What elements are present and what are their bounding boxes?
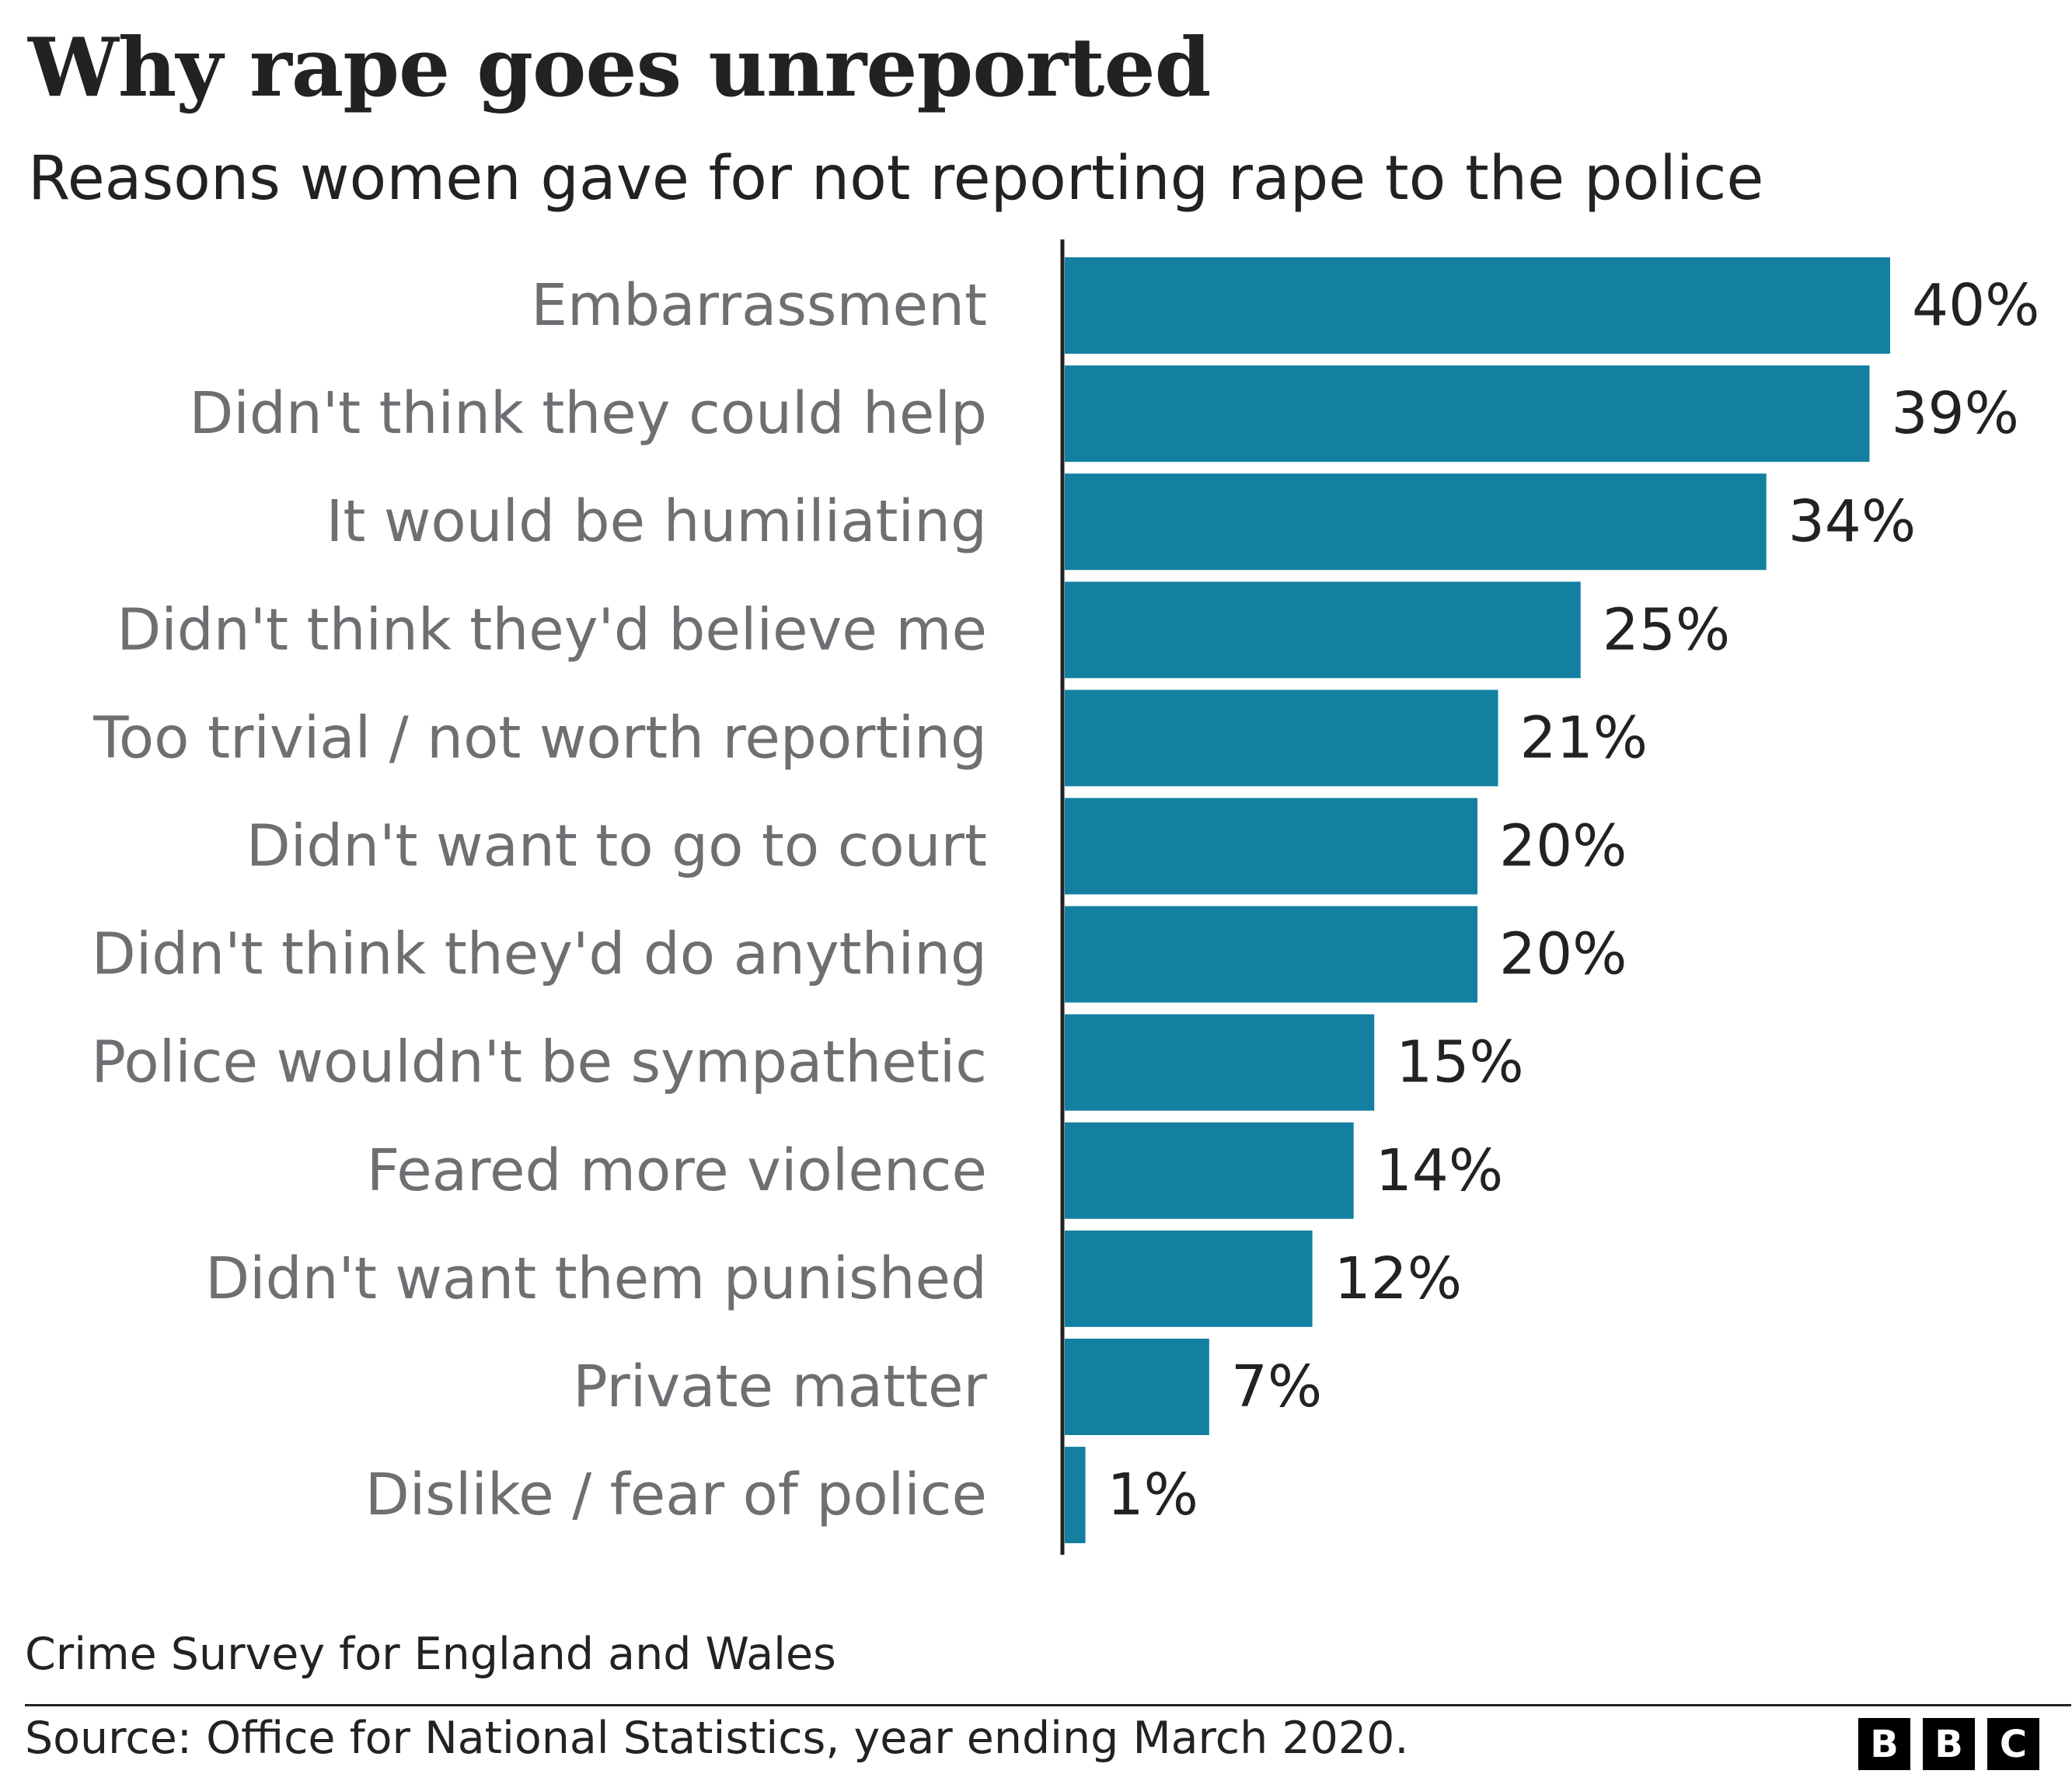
bar: [1065, 365, 1870, 463]
value-label: 39%: [1891, 380, 2018, 447]
category-label: Embarrassment: [531, 272, 987, 339]
bar: [1065, 690, 1498, 787]
category-label: Didn't want to go to court: [246, 813, 987, 880]
bar: [1065, 1230, 1313, 1327]
bar: [1065, 798, 1477, 895]
value-label: 25%: [1603, 596, 1730, 663]
value-label: 7%: [1231, 1353, 1322, 1420]
chart-title: Why rape goes unreported: [28, 19, 1211, 115]
survey-note: Crime Survey for England and Wales: [25, 1629, 836, 1680]
bar: [1065, 1014, 1375, 1111]
category-label: It would be humiliating: [326, 488, 988, 555]
bar-chart: Embarrassment 40% Didn't think they could …: [91, 239, 2039, 1555]
bbc-logo-letter: B: [1858, 1718, 1910, 1770]
bar: [1065, 1447, 1086, 1544]
bbc-logo: B B C: [1858, 1718, 2039, 1770]
value-label: 34%: [1788, 488, 1916, 555]
category-label: Too trivial / not worth reporting: [92, 704, 987, 771]
value-label: 40%: [1912, 272, 2039, 339]
bar: [1065, 473, 1767, 571]
source-divider: [25, 1704, 2071, 1706]
bar: [1065, 1122, 1354, 1219]
value-label: 21%: [1520, 704, 1648, 771]
category-label: Didn't think they'd believe me: [117, 596, 987, 663]
bar: [1065, 906, 1477, 1003]
category-label: Didn't think they'd do anything: [92, 921, 987, 988]
value-label: 12%: [1334, 1245, 1462, 1312]
category-label: Didn't want them punished: [205, 1245, 987, 1312]
bar: [1065, 257, 1890, 354]
source-text: Source: Office for National Statistics, …: [25, 1713, 1409, 1764]
category-label: Dislike / fear of police: [365, 1461, 987, 1528]
category-label: Police wouldn't be sympathetic: [91, 1029, 987, 1096]
category-label: Private matter: [573, 1353, 987, 1420]
bar: [1065, 1339, 1209, 1435]
value-label: 20%: [1499, 813, 1627, 880]
value-label: 14%: [1376, 1137, 1503, 1204]
value-label: 20%: [1499, 921, 1627, 988]
category-label: Feared more violence: [367, 1137, 987, 1204]
value-label: 1%: [1108, 1461, 1198, 1528]
bbc-logo-letter: B: [1923, 1718, 1975, 1770]
bar: [1065, 581, 1581, 679]
chart-subtitle: Reasons women gave for not reporting rap…: [28, 144, 1764, 214]
bbc-logo-letter: C: [1987, 1718, 2039, 1770]
value-label: 15%: [1396, 1029, 1523, 1096]
category-label: Didn't think they could help: [189, 380, 987, 447]
